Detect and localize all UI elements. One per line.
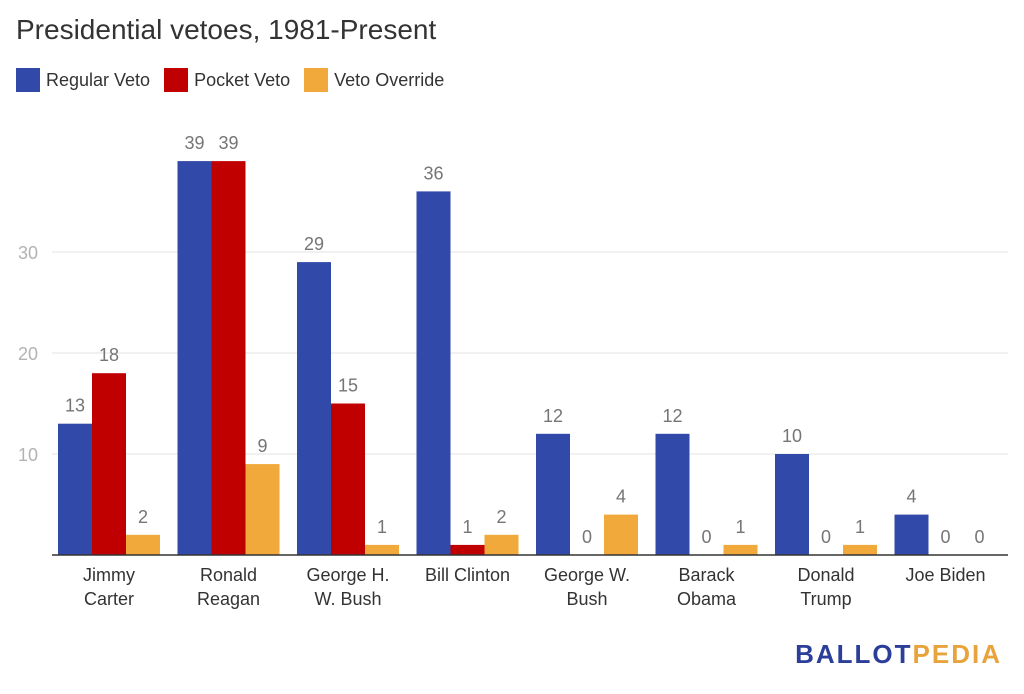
bar: [177, 161, 212, 555]
x-tick-label: Carter: [84, 589, 134, 609]
logo-part-ballot: BALLOT: [795, 639, 913, 669]
legend-swatch-pocket-veto: [164, 68, 189, 92]
data-label: 0: [940, 527, 950, 547]
bar: [843, 544, 877, 555]
bar: [604, 514, 638, 555]
bar: [365, 544, 399, 555]
data-label: 1: [735, 517, 745, 537]
bar: [211, 161, 246, 555]
chart-title: Presidential vetoes, 1981-Present: [16, 14, 437, 45]
bar: [775, 454, 809, 555]
data-label: 12: [662, 406, 682, 426]
x-tick-label: Barack: [678, 565, 735, 585]
x-tick-label: Jimmy: [83, 565, 135, 585]
data-label: 4: [616, 487, 626, 507]
x-tick-label: George H.: [306, 565, 389, 585]
bar: [92, 373, 126, 555]
data-label: 39: [184, 133, 204, 153]
x-tick-label: Joe Biden: [905, 565, 985, 585]
bar: [894, 514, 929, 555]
data-label: 1: [855, 517, 865, 537]
data-label: 1: [377, 517, 387, 537]
legend-item-pocket-veto: Pocket Veto: [164, 68, 290, 92]
data-label: 0: [582, 527, 592, 547]
data-label: 0: [821, 527, 831, 547]
data-label: 15: [338, 376, 358, 396]
x-tick-label: Ronald: [200, 565, 257, 585]
x-tick-label: George W.: [544, 565, 630, 585]
data-label: 0: [974, 527, 984, 547]
x-tick-label: W. Bush: [314, 589, 381, 609]
bar: [58, 423, 92, 555]
data-label: 36: [423, 163, 443, 183]
data-label: 2: [138, 507, 148, 527]
data-label: 18: [99, 345, 119, 365]
bar: [331, 403, 365, 555]
y-tick-label: 20: [18, 344, 38, 364]
bar: [450, 544, 485, 555]
data-label: 13: [65, 396, 85, 416]
legend-label-regular-veto: Regular Veto: [46, 69, 151, 90]
x-tick-label: Bush: [566, 589, 607, 609]
ballotpedia-logo: BALLOTPEDIA: [795, 639, 1002, 670]
bar: [297, 262, 331, 555]
x-tick-label: Trump: [800, 589, 851, 609]
bar: [126, 534, 160, 555]
data-label: 10: [782, 426, 802, 446]
logo-part-pedia: PEDIA: [912, 639, 1002, 669]
x-tick-label: Donald: [797, 565, 854, 585]
data-label: 39: [218, 133, 238, 153]
legend-swatch-regular-veto: [16, 68, 40, 92]
legend-label-veto-override: Veto Override: [334, 69, 445, 90]
x-tick-label: Reagan: [197, 589, 260, 609]
bar: [655, 433, 690, 555]
bar: [723, 544, 758, 555]
bar: [484, 534, 519, 555]
legend-item-veto-override: Veto Override: [304, 68, 444, 92]
legend-item-regular-veto: Regular Veto: [16, 68, 150, 92]
bar: [245, 464, 280, 555]
y-tick-label: 30: [18, 243, 38, 263]
x-tick-label: Obama: [677, 589, 737, 609]
data-label: 29: [304, 234, 324, 254]
bar: [536, 433, 570, 555]
legend-label-pocket-veto: Pocket Veto: [194, 69, 291, 90]
data-label: 12: [543, 406, 563, 426]
legend-swatch-veto-override: [304, 68, 329, 92]
data-label: 4: [906, 487, 916, 507]
legend: Regular Veto Pocket Veto Veto Override: [16, 68, 458, 92]
y-tick-label: 10: [18, 445, 38, 465]
x-tick-label: Bill Clinton: [425, 565, 510, 585]
data-label: 0: [701, 527, 711, 547]
bar: [416, 191, 451, 555]
data-label: 1: [462, 517, 472, 537]
data-label: 9: [257, 436, 267, 456]
data-label: 2: [496, 507, 506, 527]
